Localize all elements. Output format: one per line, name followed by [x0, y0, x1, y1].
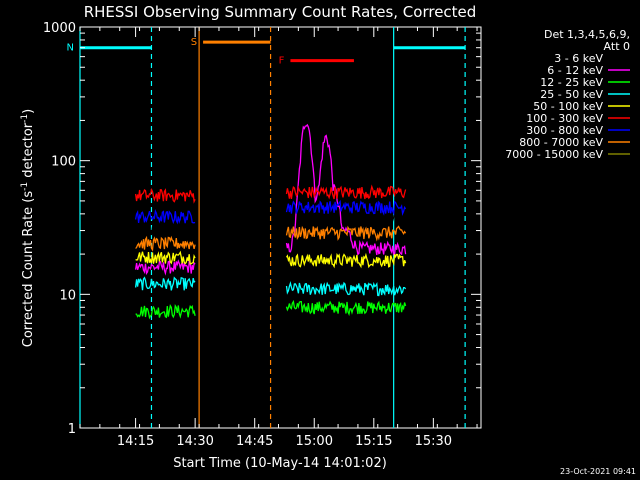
- legend-entry-label: 6 - 12 keV: [547, 64, 603, 77]
- state-bar-label: S: [191, 37, 197, 48]
- legend-header: Att 0: [604, 40, 630, 53]
- legend-entry-label: 12 - 25 keV: [540, 76, 603, 89]
- series-line: [134, 187, 196, 204]
- data-series: [134, 123, 407, 320]
- x-tick-label: 14:45: [236, 434, 273, 449]
- legend-entry-label: 100 - 300 keV: [526, 112, 603, 125]
- state-bar-label: F: [279, 56, 285, 67]
- series-group: [134, 199, 407, 225]
- timestamp: 23-Oct-2021 09:41: [560, 467, 636, 476]
- series-line: [134, 276, 196, 291]
- series-line: [285, 225, 407, 242]
- series-line: [135, 235, 196, 252]
- series-group: [135, 225, 407, 252]
- chart-title: RHESSI Observing Summary Count Rates, Co…: [84, 3, 477, 21]
- y-axis-label: Corrected Count Rate (s-1 detector-1): [20, 109, 36, 347]
- legend-header: Det 1,3,4,5,6,9,: [544, 28, 630, 41]
- series-group: [134, 167, 407, 238]
- series-line: [285, 281, 407, 297]
- legend-entry-label: 7000 - 15000 keV: [505, 148, 603, 161]
- series-line: [135, 250, 196, 265]
- series-line: [285, 184, 407, 200]
- series-line: [134, 259, 196, 276]
- x-tick-label: 15:15: [355, 434, 392, 449]
- axis-ticks: 14:15 14:30 14:45 15:00 15:15 15:30 1 10 100 1000: [43, 21, 481, 449]
- series-group: [135, 299, 407, 320]
- series-line: [285, 299, 407, 317]
- x-tick-label: 14:30: [176, 434, 213, 449]
- series-line: [134, 223, 196, 238]
- y-tick-label: 100: [51, 155, 76, 170]
- series-line: [285, 123, 407, 257]
- legend-entry-label: 800 - 7000 keV: [519, 136, 603, 149]
- legend-entry-label: 300 - 800 keV: [526, 124, 603, 137]
- state-bar-label: N: [67, 43, 74, 54]
- series-line: [285, 252, 407, 269]
- series-line: [134, 209, 196, 225]
- legend-entry-label: 50 - 100 keV: [533, 100, 603, 113]
- y-tick-label: 1000: [43, 21, 76, 36]
- y-tick-label: 10: [59, 288, 76, 303]
- series-group: [135, 250, 407, 269]
- x-axis-label: Start Time (10-May-14 14:01:02): [173, 456, 387, 471]
- series-group: [134, 123, 407, 276]
- legend-entry-label: 25 - 50 keV: [540, 88, 603, 101]
- series-group: [134, 276, 407, 297]
- x-tick-label: 15:30: [415, 434, 452, 449]
- plot-frame: [79, 26, 482, 429]
- series-group: [134, 184, 407, 204]
- x-tick-label: 14:15: [117, 434, 154, 449]
- y-tick-label: 1: [68, 422, 76, 437]
- legend-entry-label: 3 - 6 keV: [554, 52, 603, 65]
- series-line: [135, 303, 196, 320]
- vertical-markers: N S F: [67, 27, 466, 428]
- series-line: [285, 167, 407, 227]
- series-line: [285, 199, 407, 217]
- x-tick-label: 15:00: [296, 434, 333, 449]
